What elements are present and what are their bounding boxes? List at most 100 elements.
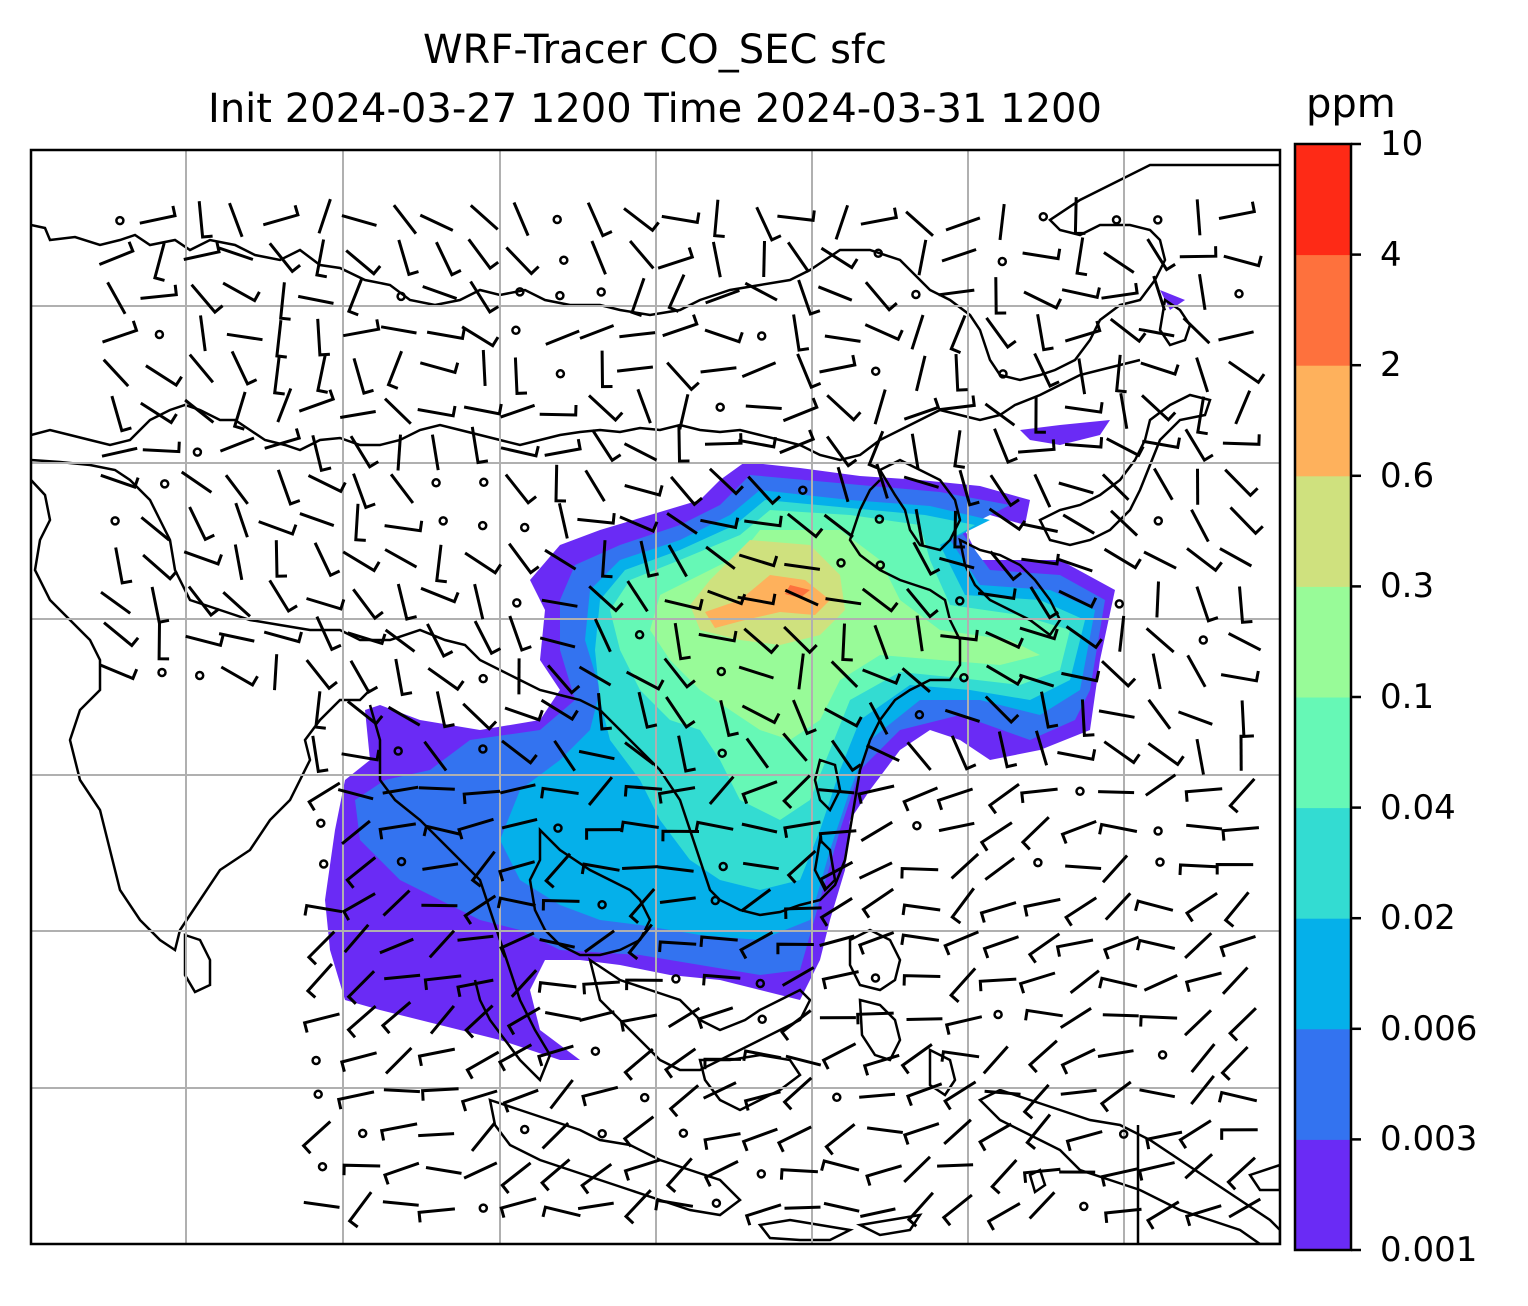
wind-barb — [1152, 275, 1167, 311]
wind-barb — [742, 1049, 782, 1062]
wind-barb — [187, 585, 220, 618]
wind-barb — [541, 1205, 581, 1218]
wind-barb — [153, 242, 166, 282]
wind-barb — [218, 246, 254, 261]
wind-barb — [1195, 357, 1210, 393]
wind-barb — [384, 548, 418, 569]
wind-barb — [741, 822, 778, 834]
wind-barb — [941, 1193, 973, 1227]
wind-barb — [1139, 1088, 1176, 1099]
wind-barb — [546, 664, 581, 695]
wind-barb — [499, 931, 535, 958]
wind-barb — [702, 1081, 737, 1100]
wind-barb — [1064, 401, 1104, 414]
wind-barb — [1196, 396, 1208, 436]
wind-barb — [704, 328, 744, 344]
wind-barb — [826, 394, 862, 422]
wind-barb — [140, 284, 178, 300]
wind-barb — [739, 930, 774, 960]
wind-barb — [1058, 589, 1098, 609]
wind-barb — [220, 665, 259, 687]
calm-wind-marker — [478, 1203, 489, 1213]
wind-barb — [541, 898, 580, 911]
wind-barb — [501, 739, 538, 765]
wind-barb — [262, 204, 300, 227]
wind-barb — [1147, 742, 1185, 767]
calm-wind-marker — [1153, 826, 1163, 836]
wind-barb — [1151, 653, 1162, 690]
wind-barb — [982, 1045, 1009, 1075]
calm-wind-marker — [597, 1128, 607, 1139]
wind-barb — [1119, 393, 1129, 430]
wind-barb — [841, 623, 853, 662]
wind-barb — [268, 579, 298, 614]
calm-wind-marker — [555, 369, 566, 379]
wind-barb — [504, 706, 544, 722]
wind-barb — [380, 1001, 412, 1035]
wind-barb — [142, 553, 178, 581]
wind-barb — [743, 627, 780, 655]
wind-barb — [502, 1088, 539, 1113]
colorbar-segment — [1295, 697, 1351, 809]
wind-barb — [989, 550, 1023, 582]
wind-barb — [103, 621, 140, 648]
colorbar-segment — [1295, 586, 1351, 698]
wind-barb — [657, 865, 694, 873]
wind-barb — [1065, 1130, 1103, 1152]
wind-barb — [915, 355, 927, 392]
wind-barb — [628, 240, 655, 270]
wind-barb — [719, 699, 739, 738]
wind-barb — [1102, 935, 1140, 960]
wind-barb — [383, 1088, 420, 1094]
title-line-2: Init 2024-03-27 1200 Time 2024-03-31 120… — [208, 86, 1102, 132]
wind-barb — [713, 199, 725, 238]
wind-barb — [1234, 390, 1252, 425]
wind-barb — [584, 929, 615, 954]
wind-barb — [625, 670, 665, 691]
wind-barb — [423, 740, 448, 772]
wind-barb — [797, 279, 821, 316]
wind-barb — [1223, 891, 1250, 928]
wind-barb — [311, 735, 329, 774]
wind-barb — [577, 1201, 614, 1211]
wind-barb — [114, 547, 133, 585]
wind-barb — [339, 1051, 377, 1073]
wind-barb — [500, 1161, 532, 1195]
wind-barb — [824, 1123, 856, 1156]
wind-barb — [392, 204, 418, 235]
calm-wind-marker — [318, 859, 329, 869]
wind-barb — [470, 426, 489, 465]
wind-barb — [150, 586, 170, 624]
wind-barb — [396, 434, 402, 471]
calm-wind-marker — [511, 325, 521, 336]
wind-barb — [1140, 361, 1180, 376]
wind-barb — [185, 634, 225, 648]
wind-barb — [273, 654, 279, 691]
wind-barb — [428, 929, 456, 959]
wind-barb — [1219, 934, 1256, 958]
wind-barb — [862, 668, 902, 686]
calm-wind-marker — [955, 596, 965, 606]
calm-wind-marker — [1153, 215, 1163, 225]
wind-barb — [784, 588, 819, 607]
wind-barb — [782, 397, 819, 423]
wind-barb — [1017, 439, 1056, 454]
calm-wind-marker — [711, 1198, 722, 1208]
wind-barb — [985, 630, 1024, 650]
wind-barb — [435, 241, 462, 277]
wind-barb — [544, 548, 577, 571]
wind-barb — [700, 366, 737, 374]
wind-barb — [470, 1122, 496, 1152]
wind-barb — [197, 201, 213, 239]
wind-barb — [464, 1004, 494, 1039]
wind-barb — [1227, 360, 1266, 385]
wind-barb — [784, 1205, 821, 1210]
wind-barb — [230, 350, 258, 386]
wind-barb — [500, 445, 540, 458]
calm-wind-marker — [716, 666, 727, 677]
wind-barb — [157, 622, 170, 661]
wind-barb — [984, 402, 1016, 427]
wind-barb — [623, 207, 660, 233]
wind-barb — [101, 446, 138, 458]
wind-barb — [379, 937, 414, 955]
